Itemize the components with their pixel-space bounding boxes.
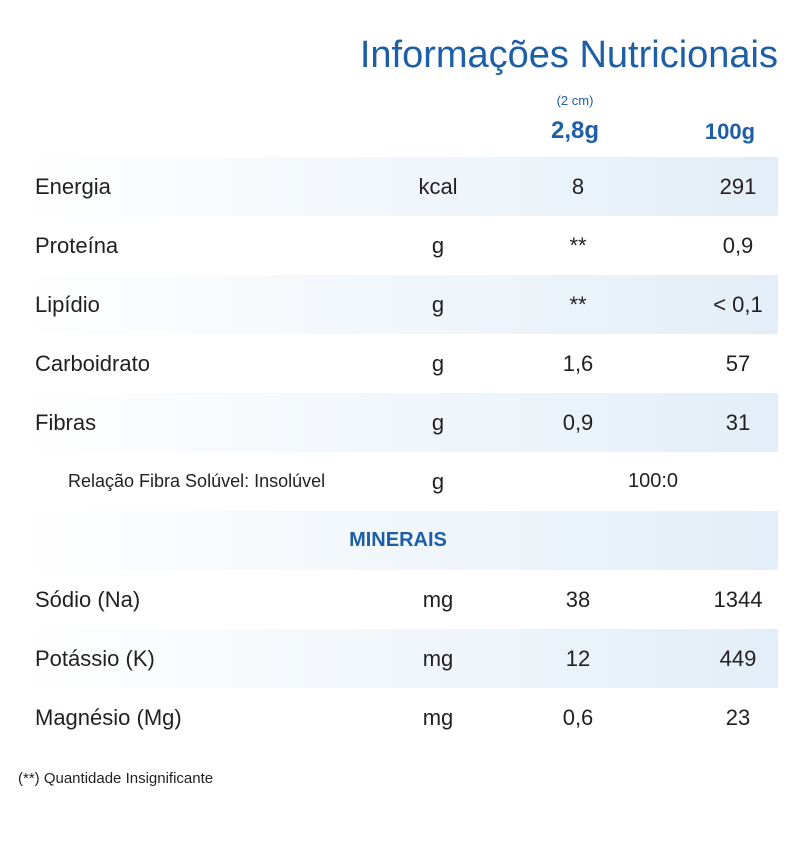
table-row-energia: Energia kcal 8 291 xyxy=(18,157,778,216)
mineral-portion-value: 12 xyxy=(565,646,591,671)
mineral-unit: mg xyxy=(422,705,454,730)
fiber-ratio-unit: g xyxy=(431,469,445,494)
mineral-portion-value: 38 xyxy=(565,587,591,612)
nutrient-name: Fibras xyxy=(35,410,97,435)
footnote: (**) Quantidade Insignificante xyxy=(18,770,214,787)
nutrient-per100-value: 31 xyxy=(725,410,751,435)
mineral-per100-value: 449 xyxy=(719,646,757,671)
nutrient-per100-value: 0,9 xyxy=(722,233,754,258)
portion-note: (2 cm) xyxy=(556,93,594,108)
nutrient-portion-value: ** xyxy=(569,233,587,258)
table-row-sodio: Sódio (Na) mg 38 1344 xyxy=(18,570,778,629)
mineral-unit: mg xyxy=(422,646,454,671)
nutrient-name: Proteína xyxy=(35,233,119,258)
nutrient-unit: kcal xyxy=(418,174,458,199)
nutrient-portion-value: ** xyxy=(569,292,587,317)
mineral-name: Potássio (K) xyxy=(35,646,155,671)
table-row-carboidrato: Carboidrato g 1,6 57 xyxy=(18,334,778,393)
mineral-name: Magnésio (Mg) xyxy=(35,705,182,730)
mineral-per100-value: 23 xyxy=(725,705,751,730)
table-row-fiber-ratio: Relação Fibra Solúvel: Insolúvel g 100:0 xyxy=(18,452,778,511)
nutrient-name: Carboidrato xyxy=(35,351,150,376)
table-row-proteina: Proteína g ** 0,9 xyxy=(18,216,778,275)
nutrition-table: Energia kcal 8 291 Proteína g ** 0,9 Lip… xyxy=(18,157,778,747)
nutrient-unit: g xyxy=(431,233,445,258)
nutrient-portion-value: 1,6 xyxy=(562,351,594,376)
minerals-section-header: MINERAIS xyxy=(18,511,778,570)
nutrient-unit: g xyxy=(431,292,445,317)
mineral-name: Sódio (Na) xyxy=(35,587,141,612)
nutrient-unit: g xyxy=(431,410,445,435)
nutrient-per100-value: 57 xyxy=(725,351,751,376)
nutrient-unit: g xyxy=(431,351,445,376)
mineral-portion-value: 0,6 xyxy=(562,705,594,730)
table-row-lipidio: Lipídio g ** < 0,1 xyxy=(18,275,778,334)
nutrient-per100-value: 291 xyxy=(719,174,757,199)
nutrient-portion-value: 0,9 xyxy=(562,410,594,435)
page-title: Informações Nutricionais xyxy=(359,34,778,76)
table-row-magnesio: Magnésio (Mg) mg 0,6 23 xyxy=(18,688,778,747)
table-row-potassio: Potássio (K) mg 12 449 xyxy=(18,629,778,688)
minerals-title: MINERAIS xyxy=(349,529,447,551)
mineral-per100-value: 1344 xyxy=(713,587,763,612)
per100-column-header: 100g xyxy=(704,119,756,144)
fiber-ratio-name: Relação Fibra Solúvel: Insolúvel xyxy=(68,471,326,491)
nutrient-portion-value: 8 xyxy=(571,174,585,199)
table-row-fibras: Fibras g 0,9 31 xyxy=(18,393,778,452)
nutrient-name: Lipídio xyxy=(35,292,100,317)
portion-column-header: 2,8g xyxy=(550,117,600,144)
fiber-ratio-value: 100:0 xyxy=(627,470,679,492)
nutrient-name: Energia xyxy=(35,174,111,199)
nutrient-per100-value: < 0,1 xyxy=(713,292,763,317)
mineral-unit: mg xyxy=(422,587,454,612)
